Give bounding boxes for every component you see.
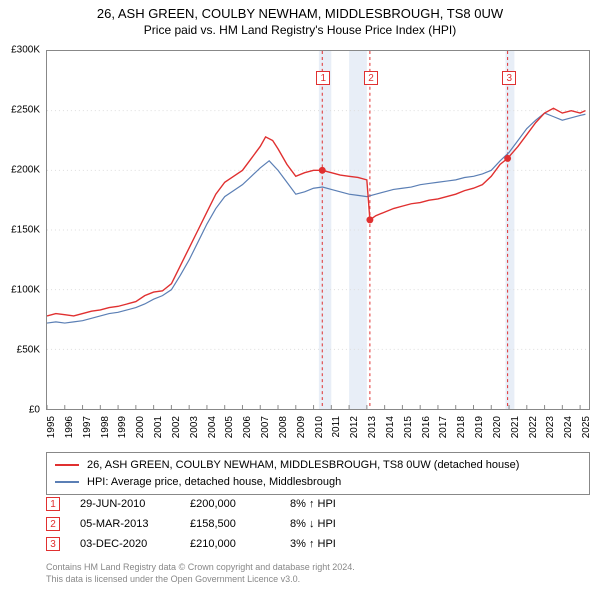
- x-tick-label: 1997: [82, 416, 93, 438]
- chart-event-marker: 3: [502, 71, 516, 85]
- event-marker: 1: [46, 497, 60, 511]
- x-tick-label: 2010: [314, 416, 325, 438]
- x-tick-label: 2000: [135, 416, 146, 438]
- event-delta: 3% ↑ HPI: [290, 538, 590, 550]
- x-tick-label: 1996: [64, 416, 75, 438]
- x-tick-label: 2009: [296, 416, 307, 438]
- legend-label: 26, ASH GREEN, COULBY NEWHAM, MIDDLESBRO…: [87, 457, 519, 474]
- x-tick-label: 2005: [224, 416, 235, 438]
- legend-label: HPI: Average price, detached house, Midd…: [87, 474, 341, 491]
- x-tick-label: 2013: [367, 416, 378, 438]
- x-tick-label: 2012: [349, 416, 360, 438]
- chart-svg: [47, 51, 589, 409]
- footer-attribution: Contains HM Land Registry data © Crown c…: [46, 562, 590, 585]
- y-tick-label: £250K: [11, 105, 40, 116]
- x-tick-label: 2003: [189, 416, 200, 438]
- legend-box: 26, ASH GREEN, COULBY NEWHAM, MIDDLESBRO…: [46, 452, 590, 495]
- title-block: 26, ASH GREEN, COULBY NEWHAM, MIDDLESBRO…: [0, 0, 600, 37]
- event-row: 2 05-MAR-2013 £158,500 8% ↓ HPI: [46, 514, 590, 534]
- event-date: 05-MAR-2013: [80, 518, 170, 530]
- y-tick-label: £0: [29, 405, 40, 416]
- x-tick-label: 2023: [545, 416, 556, 438]
- x-tick-label: 2016: [421, 416, 432, 438]
- chart-container: 26, ASH GREEN, COULBY NEWHAM, MIDDLESBRO…: [0, 0, 600, 590]
- legend-row: HPI: Average price, detached house, Midd…: [55, 474, 581, 491]
- y-tick-label: £100K: [11, 285, 40, 296]
- x-tick-label: 2025: [581, 416, 592, 438]
- event-delta: 8% ↓ HPI: [290, 518, 590, 530]
- x-tick-label: 2019: [474, 416, 485, 438]
- event-price: £210,000: [190, 538, 270, 550]
- x-tick-label: 1995: [46, 416, 57, 438]
- event-date: 29-JUN-2010: [80, 498, 170, 510]
- title-main: 26, ASH GREEN, COULBY NEWHAM, MIDDLESBRO…: [0, 6, 600, 21]
- legend-row: 26, ASH GREEN, COULBY NEWHAM, MIDDLESBRO…: [55, 457, 581, 474]
- y-axis-labels: £0£50K£100K£150K£200K£250K£300K: [0, 50, 44, 410]
- x-tick-label: 2020: [492, 416, 503, 438]
- event-marker: 2: [46, 517, 60, 531]
- x-tick-label: 2015: [403, 416, 414, 438]
- x-tick-label: 2011: [331, 416, 342, 438]
- x-tick-label: 1998: [100, 416, 111, 438]
- x-tick-label: 2001: [153, 416, 164, 438]
- legend-swatch: [55, 481, 79, 483]
- x-tick-label: 2021: [510, 416, 521, 438]
- event-date: 03-DEC-2020: [80, 538, 170, 550]
- chart-plot-area: 1 2 3: [46, 50, 590, 410]
- y-tick-label: £50K: [17, 345, 40, 356]
- event-row: 3 03-DEC-2020 £210,000 3% ↑ HPI: [46, 534, 590, 554]
- chart-event-marker: 1: [316, 71, 330, 85]
- y-tick-label: £200K: [11, 165, 40, 176]
- events-table: 1 29-JUN-2010 £200,000 8% ↑ HPI 2 05-MAR…: [46, 494, 590, 554]
- y-tick-label: £150K: [11, 225, 40, 236]
- x-tick-label: 2007: [260, 416, 271, 438]
- legend-swatch: [55, 464, 79, 466]
- x-tick-label: 2024: [563, 416, 574, 438]
- x-tick-label: 2018: [456, 416, 467, 438]
- event-delta: 8% ↑ HPI: [290, 498, 590, 510]
- x-tick-label: 2022: [528, 416, 539, 438]
- x-tick-label: 2002: [171, 416, 182, 438]
- event-row: 1 29-JUN-2010 £200,000 8% ↑ HPI: [46, 494, 590, 514]
- x-tick-label: 2006: [242, 416, 253, 438]
- event-price: £158,500: [190, 518, 270, 530]
- x-tick-label: 2004: [207, 416, 218, 438]
- footer-line-1: Contains HM Land Registry data © Crown c…: [46, 562, 590, 574]
- footer-line-2: This data is licensed under the Open Gov…: [46, 574, 590, 586]
- x-axis-labels: 1995 1996 1997 1998 1999 2000 2001 2002 2003 2004…: [46, 412, 590, 452]
- x-tick-label: 2017: [438, 416, 449, 438]
- x-tick-label: 1999: [117, 416, 128, 438]
- x-tick-label: 2014: [385, 416, 396, 438]
- x-tick-label: 2008: [278, 416, 289, 438]
- event-price: £200,000: [190, 498, 270, 510]
- chart-event-marker: 2: [364, 71, 378, 85]
- title-sub: Price paid vs. HM Land Registry's House …: [0, 23, 600, 37]
- y-tick-label: £300K: [11, 45, 40, 56]
- event-marker: 3: [46, 537, 60, 551]
